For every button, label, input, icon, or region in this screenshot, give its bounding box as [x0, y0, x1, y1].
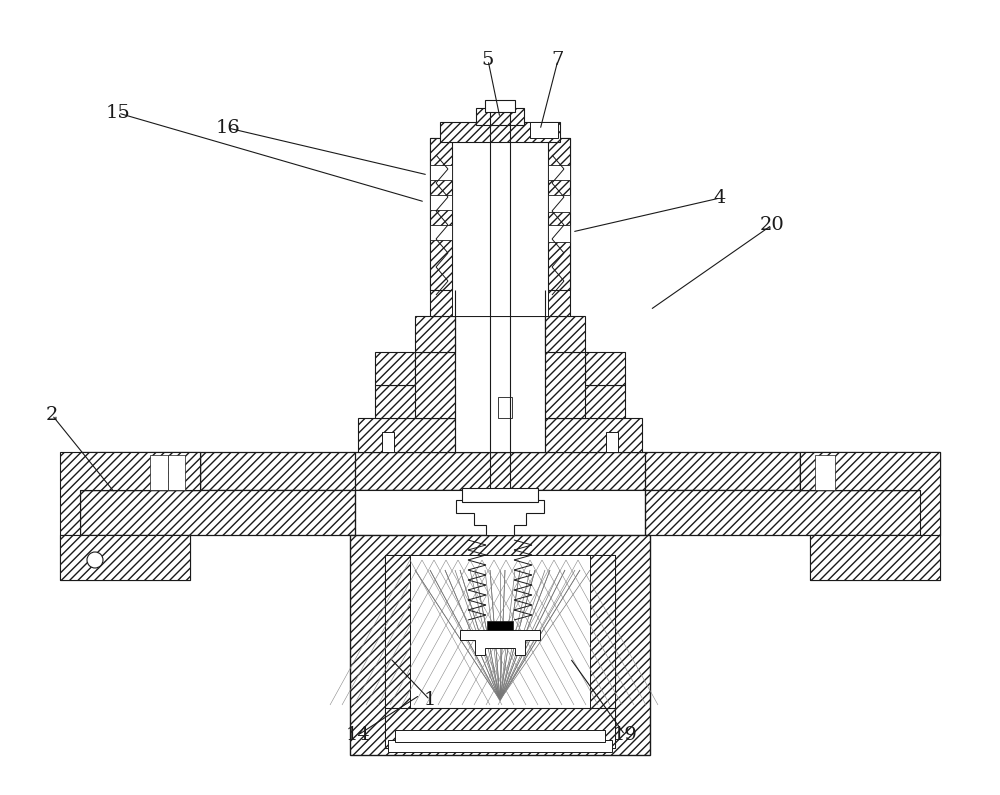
Polygon shape — [60, 452, 200, 535]
Bar — [548, 195, 570, 212]
Bar — [487, 621, 513, 630]
Bar — [358, 418, 642, 452]
Bar — [810, 535, 940, 580]
Circle shape — [87, 552, 103, 568]
Bar — [485, 100, 515, 112]
Text: 1: 1 — [424, 691, 436, 709]
Text: 16: 16 — [216, 119, 240, 137]
Bar — [430, 138, 570, 316]
Bar — [415, 316, 455, 352]
Bar — [385, 555, 410, 748]
Bar — [430, 165, 452, 180]
Bar — [430, 225, 452, 240]
Bar — [548, 165, 570, 180]
Bar — [430, 195, 452, 210]
Bar — [382, 432, 394, 452]
Bar — [395, 730, 605, 742]
Polygon shape — [800, 452, 940, 535]
Bar — [455, 290, 545, 452]
Bar — [606, 432, 618, 452]
Bar — [452, 142, 548, 316]
Bar — [440, 122, 560, 142]
Text: 19: 19 — [613, 726, 637, 744]
Polygon shape — [430, 138, 452, 290]
Bar — [60, 535, 190, 580]
Bar — [385, 555, 615, 748]
Bar — [60, 535, 190, 580]
Bar — [800, 452, 940, 490]
Text: 20: 20 — [760, 216, 784, 234]
Bar — [476, 108, 524, 125]
Text: 5: 5 — [482, 51, 494, 69]
Bar — [200, 452, 800, 490]
Text: 14: 14 — [346, 726, 370, 744]
Bar — [355, 490, 645, 535]
Bar — [80, 490, 940, 535]
Text: 15: 15 — [106, 104, 130, 122]
Bar — [548, 225, 570, 242]
Bar — [498, 397, 512, 418]
Bar — [415, 352, 585, 418]
Polygon shape — [548, 138, 570, 290]
Text: 7: 7 — [552, 51, 564, 69]
Bar — [388, 740, 612, 752]
Polygon shape — [460, 630, 540, 655]
Bar — [375, 352, 415, 385]
Bar — [410, 555, 590, 708]
Bar — [810, 535, 940, 580]
Text: 4: 4 — [714, 189, 726, 207]
Bar — [462, 488, 538, 502]
Bar — [585, 352, 625, 385]
Bar — [150, 455, 168, 490]
Bar — [530, 122, 558, 138]
Bar — [815, 455, 835, 490]
Bar — [590, 555, 615, 748]
Text: 2: 2 — [46, 406, 58, 424]
Bar — [545, 316, 585, 352]
Bar — [375, 385, 625, 418]
Polygon shape — [456, 500, 544, 535]
Bar — [350, 535, 650, 755]
Bar — [385, 708, 615, 748]
Bar — [80, 452, 200, 490]
Bar — [168, 455, 185, 490]
